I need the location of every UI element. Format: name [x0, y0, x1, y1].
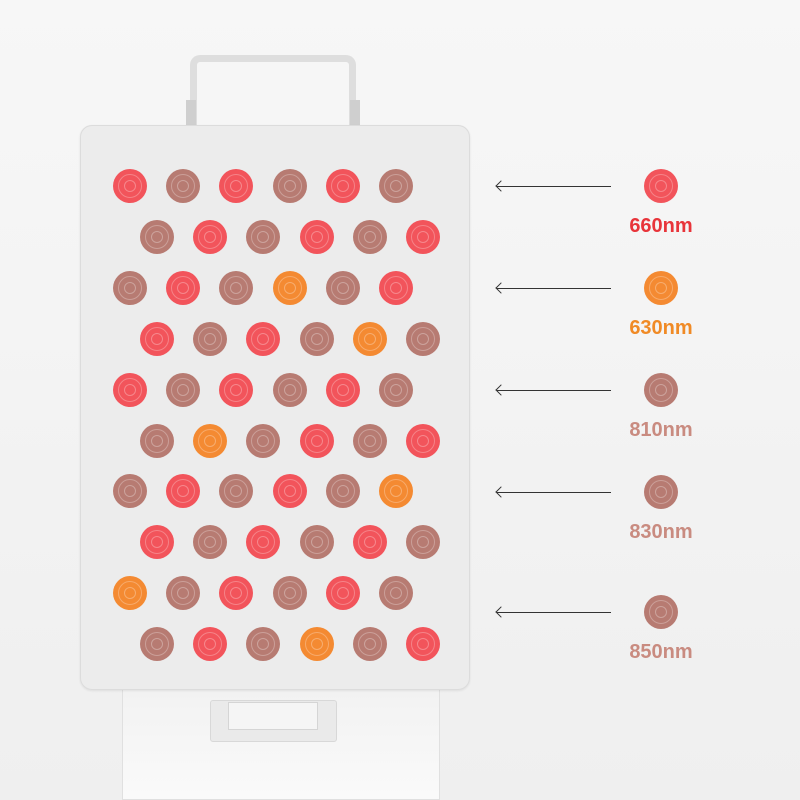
arrow-icon [497, 186, 611, 187]
legend-label: 810nm [629, 419, 693, 441]
led-infrared [113, 474, 147, 509]
arrow-icon [497, 288, 611, 289]
legend-led-icon [644, 373, 678, 407]
led-infrared [193, 525, 228, 560]
led-red [219, 169, 254, 203]
led-red [325, 576, 360, 611]
led-infrared [272, 576, 307, 611]
led-infrared [219, 474, 254, 509]
led-red [406, 627, 440, 662]
led-red [193, 627, 228, 662]
led-orange [299, 627, 334, 662]
arrow-icon [497, 492, 611, 493]
led-infrared [352, 423, 387, 458]
led-red [219, 372, 254, 407]
led-infrared [113, 270, 147, 305]
led-orange [193, 423, 228, 458]
led-infrared [219, 270, 254, 305]
led-orange [113, 576, 147, 611]
led-infrared [379, 576, 413, 611]
legend-led-icon [644, 271, 678, 305]
led-orange [272, 270, 307, 305]
legend-led-icon [644, 169, 678, 203]
led-infrared [379, 169, 413, 203]
led-red [325, 169, 360, 203]
led-infrared [325, 270, 360, 305]
led-red [113, 372, 147, 407]
led-red [379, 270, 413, 305]
led-infrared [352, 627, 387, 662]
handle-mount-right [350, 100, 360, 125]
led-red [193, 219, 228, 254]
device-handle [190, 55, 356, 135]
led-infrared [272, 169, 307, 203]
led-red [352, 525, 387, 560]
led-red [246, 321, 281, 356]
led-red [325, 372, 360, 407]
led-infrared [193, 321, 228, 356]
led-infrared [406, 525, 440, 560]
led-infrared [140, 627, 174, 662]
led-red [140, 525, 174, 560]
led-infrared [406, 321, 440, 356]
arrow-icon [497, 612, 611, 613]
led-infrared [166, 169, 201, 203]
led-infrared [325, 474, 360, 509]
led-infrared [352, 219, 387, 254]
led-red [140, 321, 174, 356]
led-orange [352, 321, 387, 356]
led-red [406, 219, 440, 254]
led-red [272, 474, 307, 509]
legend-label: 850nm [629, 641, 693, 663]
led-infrared [140, 219, 174, 254]
led-red [299, 219, 334, 254]
led-red [246, 525, 281, 560]
arrow-icon [497, 390, 611, 391]
led-infrared [166, 372, 201, 407]
legend-led-icon [644, 475, 678, 509]
led-infrared [379, 372, 413, 407]
led-red [166, 270, 201, 305]
handle-mount-left [186, 100, 196, 125]
led-infrared [140, 423, 174, 458]
led-orange [379, 474, 413, 509]
legend-label: 630nm [629, 317, 693, 339]
legend-label: 830nm [629, 521, 693, 543]
led-infrared [299, 321, 334, 356]
led-red [113, 169, 147, 203]
stand-clip-inner [228, 702, 318, 730]
led-infrared [272, 372, 307, 407]
led-infrared [246, 627, 281, 662]
led-infrared [299, 525, 334, 560]
led-red [219, 576, 254, 611]
led-infrared [246, 423, 281, 458]
led-red [299, 423, 334, 458]
legend-led-icon [644, 595, 678, 629]
led-red [406, 423, 440, 458]
led-infrared [166, 576, 201, 611]
led-red [166, 474, 201, 509]
legend-label: 660nm [629, 215, 693, 237]
led-infrared [246, 219, 281, 254]
